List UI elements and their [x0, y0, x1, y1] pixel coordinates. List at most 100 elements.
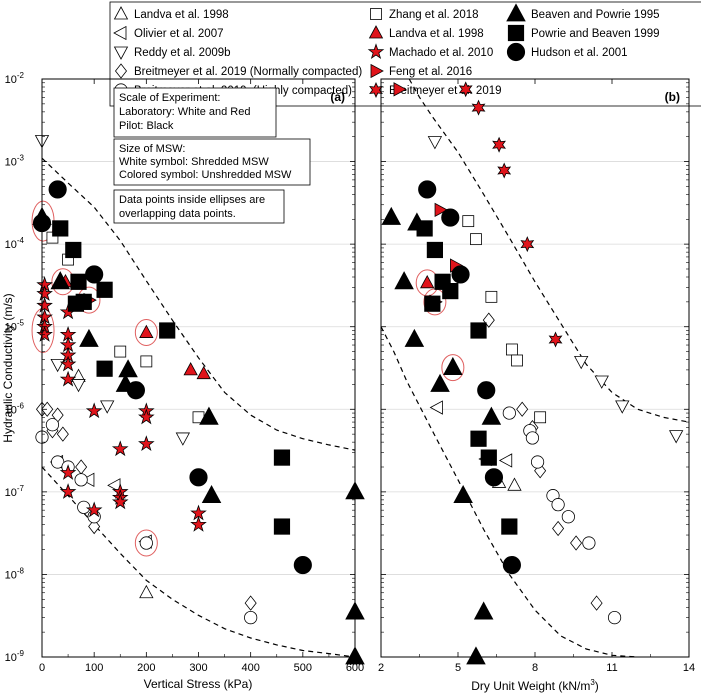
- panel-b-xlabel-main: Dry Unit Weight (kN/m: [471, 679, 590, 693]
- data-point-star-red: [138, 408, 155, 425]
- data-point-star6-red: [548, 331, 563, 348]
- data-point-star-red: [59, 483, 77, 499]
- y-tick-label: 10-2: [5, 71, 25, 86]
- data-point-triangle-up-black: [199, 406, 219, 425]
- data-point-triangle-up-black: [381, 206, 402, 225]
- data-point-diamond-white: [244, 595, 257, 611]
- data-point-triangle-left-white: [498, 453, 513, 468]
- legend-marker-triangle-down-white: [113, 46, 129, 60]
- data-point-triangle-up-black: [404, 328, 425, 347]
- data-point-square-black: [501, 518, 518, 535]
- data-point-triangle-down-white: [574, 356, 589, 370]
- y-tick-label: 10-7: [5, 484, 25, 499]
- data-point-star-red: [85, 501, 103, 518]
- x-tick-label: 200: [137, 662, 155, 674]
- data-point-circle-black: [418, 180, 437, 199]
- data-point-triangle-down-white: [175, 432, 191, 446]
- panel-a-points: [32, 135, 365, 665]
- scale-note-box: Scale of Experiment: Laboratory: White a…: [113, 87, 277, 138]
- panel-b-label: (b): [665, 90, 680, 104]
- data-point-square-white: [470, 233, 482, 246]
- data-point-circle-black: [189, 468, 208, 487]
- data-point-triangle-up-black: [201, 484, 222, 504]
- data-point-square-white: [485, 290, 498, 303]
- x-tick-label: 400: [241, 662, 259, 674]
- ellipse-note-line-1: Data points inside ellipses are: [119, 194, 265, 206]
- data-point-circle-black: [441, 208, 460, 227]
- panel-a-label: (a): [330, 90, 345, 104]
- legend-label: Powrie and Beaven 1999: [531, 28, 660, 40]
- ellipse-note-box: Data points inside ellipses are overlapp…: [113, 189, 285, 224]
- legend-marker-triangle-up-white: [113, 6, 129, 20]
- data-point-star-red: [111, 440, 129, 457]
- data-point-star-red: [138, 435, 155, 452]
- data-point-triangle-up-black: [473, 601, 494, 620]
- data-point-circle-white: [502, 406, 516, 420]
- data-point-triangle-down-white: [594, 375, 609, 389]
- panel-a-ticks: 10-910-810-710-610-510-410-310-20 100 200 3…: [5, 71, 365, 674]
- overlap-ellipse: [134, 529, 158, 557]
- data-point-star-red: [85, 402, 103, 419]
- y-tick-label-exponent: -6: [17, 401, 25, 410]
- data-point-triangle-up-black: [394, 271, 414, 290]
- data-point-triangle-up-red: [183, 362, 198, 376]
- legend-label: Beaven and Powrie 1995: [531, 9, 660, 21]
- data-point-triangle-right-red: [434, 202, 448, 218]
- data-point-circle-white: [74, 473, 88, 487]
- data-point-circle-black: [484, 468, 504, 487]
- data-point-square-white: [462, 215, 475, 228]
- data-point-circle-black: [48, 180, 67, 199]
- data-point-circle-white: [607, 611, 622, 625]
- x-tick-label: 14: [683, 662, 695, 674]
- x-tick-label: 5: [455, 662, 461, 674]
- legend-marker-triangle-up-black: [506, 3, 526, 22]
- data-point-star-red: [59, 370, 77, 387]
- y-tick-label: 10-9: [5, 649, 25, 664]
- data-point-circle-black: [502, 555, 521, 575]
- panel-b-gridlines: [381, 78, 689, 658]
- y-tick-label: 10-3: [5, 154, 25, 169]
- legend-label: Olivier et al. 2007: [134, 28, 224, 40]
- data-point-circle-black: [451, 265, 470, 284]
- data-point-circle-white: [525, 431, 540, 445]
- data-point-square-black: [480, 449, 497, 466]
- legend-marker-square-white: [370, 8, 382, 20]
- scale-note-pilot: Pilot: Black: [119, 120, 174, 132]
- data-point-star-red: [36, 326, 53, 342]
- legend-label: Landva et al. 1998: [389, 28, 484, 40]
- y-tick-label-exponent: -4: [17, 236, 25, 245]
- panel-b: 2 5 8 11 14 (b) Dry Unit Weight (kN/m3): [378, 78, 695, 693]
- y-tick-label-exponent: -3: [17, 154, 25, 163]
- legend-label: Machado et al. 2010: [389, 47, 493, 59]
- data-point-circle-black: [126, 381, 145, 400]
- data-point-square-black: [273, 449, 291, 466]
- size-note-white: White symbol: Shredded MSW: [119, 156, 269, 168]
- overlap-ellipse: [441, 354, 465, 382]
- data-point-diamond-white: [590, 595, 603, 611]
- y-axis-label: Hydraulic Conductivity (m/s): [1, 293, 15, 442]
- data-point-square-white: [140, 355, 153, 368]
- data-point-triangle-down-white: [427, 136, 443, 150]
- data-point-triangle-up-black: [443, 356, 463, 375]
- legend-marker-star6-red: [369, 82, 383, 98]
- legend-marker-triangle-right-red: [370, 63, 384, 79]
- data-point-square-black: [70, 273, 87, 290]
- data-point-square-black: [96, 360, 113, 377]
- legend-marker-triangle-left-white: [113, 25, 127, 41]
- x-tick-label: 100: [85, 662, 103, 674]
- data-point-triangle-down-white: [100, 400, 115, 414]
- data-point-star6-red: [471, 99, 486, 116]
- data-point-circle-white: [530, 455, 545, 469]
- data-point-triangle-up-black: [481, 406, 502, 425]
- data-point-circle-white: [551, 498, 565, 512]
- legend-label: Feng et al. 2016: [389, 66, 472, 78]
- x-tick-label: 500: [294, 662, 312, 674]
- panel-a-xlabel: Vertical Stress (kPa): [144, 677, 253, 691]
- panel-a-ellipses: [31, 200, 158, 557]
- panel-a: 10-910-810-710-610-510-410-310-20 100 200 3…: [1, 71, 365, 691]
- data-point-star6-red: [497, 162, 512, 179]
- data-point-triangle-up-red: [139, 324, 154, 338]
- x-tick-label: 2: [378, 662, 384, 674]
- data-point-star-red: [59, 355, 77, 372]
